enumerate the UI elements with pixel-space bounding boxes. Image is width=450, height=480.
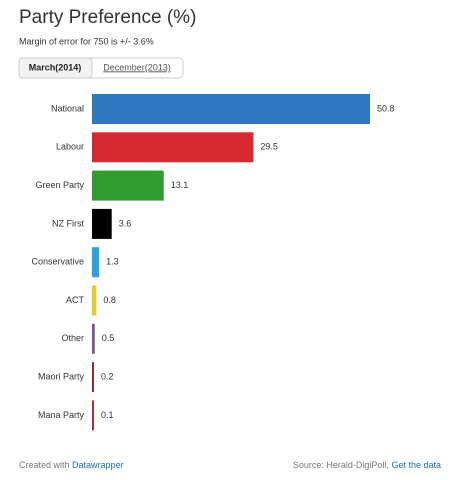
footer-text: Created with Datawrapper [19,460,124,470]
created-with: Created with [19,460,70,470]
value-label: 13.1 [171,180,189,190]
value-label: 0.5 [102,333,115,343]
category-label: ACT [66,295,85,305]
value-label: 1.3 [106,257,119,267]
bar [92,208,112,239]
category-label: Labour [56,142,84,152]
bar [92,247,100,278]
link[interactable]: Get the data [391,460,441,470]
category-label: Mana Party [38,410,85,420]
bar [92,362,94,393]
category-label: Green Party [35,180,84,190]
value-label: 50.8 [377,103,395,113]
category-label: Other [61,333,84,343]
source: Source: Herald-DigiPoll, [293,460,389,470]
bar [92,323,95,354]
tab-active-bg [18,57,93,79]
chart-title: Party Preference (%) [19,7,196,28]
value-label: 29.5 [260,142,278,152]
footer-source: Source: Herald-DigiPoll, Get the data [293,460,441,470]
bar [92,400,94,431]
chart-subtitle: Margin of error for 750 is +/- 3.6% [19,36,154,46]
bar [92,132,254,163]
tab[interactable]: March(2014) [29,62,82,72]
bar [92,285,97,316]
bar [92,170,164,201]
value-label: 0.1 [101,410,114,420]
bar [92,94,370,124]
category-label: NZ First [52,218,84,228]
category-label: Maori Party [38,371,85,381]
category-label: Conservative [31,257,84,267]
link[interactable]: Datawrapper [72,460,124,470]
tab[interactable]: December(2013) [103,62,171,72]
value-label: 0.8 [103,295,116,305]
category-label: National [51,103,84,113]
value-label: 0.2 [101,371,114,381]
value-label: 3.6 [119,218,132,228]
